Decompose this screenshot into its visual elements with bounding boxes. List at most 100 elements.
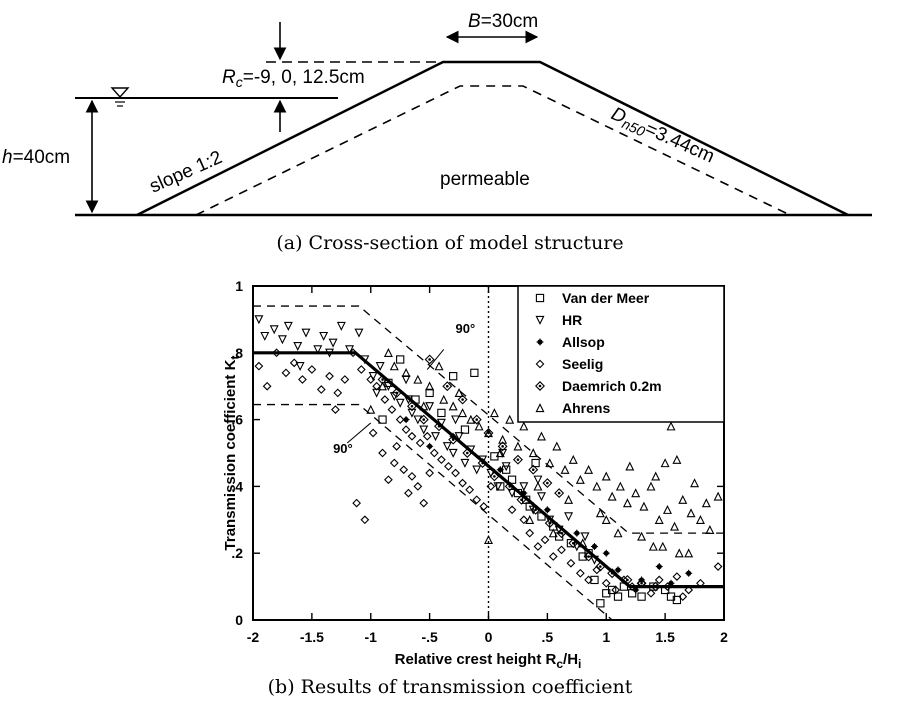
point-ahrens (575, 474, 585, 484)
point-hr (507, 488, 517, 498)
caption-b: (b) Results of transmission coefficient (268, 676, 633, 698)
point-ahrens (639, 501, 649, 511)
point-ahrens (615, 481, 625, 491)
legend-label-hr: HR (562, 312, 582, 328)
point-ahrens (439, 394, 449, 404)
point-allsop (426, 442, 434, 450)
point-seelig (713, 562, 723, 571)
point-ahrens (584, 464, 594, 474)
cross-section-diagram: B=30cm Rc=-9, 0, 12.5cm h=40cm slope 1:2… (2, 11, 872, 254)
point-hr (354, 328, 364, 338)
y-tick-label: .6 (231, 412, 243, 428)
point-hr (431, 432, 441, 442)
core-boundary-dashed (195, 85, 791, 216)
point-ahrens (625, 461, 635, 471)
point-seelig (395, 415, 405, 424)
point-seelig (507, 505, 517, 515)
point-ahrens (686, 508, 696, 518)
point-ahrens (454, 388, 464, 398)
point-hr (425, 402, 435, 412)
point-hr (451, 415, 461, 425)
point-seelig (678, 592, 688, 601)
water-level-symbol (110, 87, 130, 107)
point-seelig (352, 498, 361, 508)
point-ahrens (568, 454, 578, 464)
point-seelig (654, 575, 664, 585)
x-tick-label: .5 (542, 629, 554, 645)
point-seelig (380, 395, 390, 404)
legend-label-van-der-meer: Van der Meer (562, 290, 650, 306)
upper-bound-line (253, 305, 724, 534)
point-daemrich-0-2m (442, 381, 453, 392)
y-tick-label: .4 (231, 478, 243, 494)
y-tick-label: 0 (235, 612, 243, 628)
point-allsop (590, 543, 598, 551)
point-hr (328, 338, 338, 348)
point-ahrens (607, 491, 617, 501)
point-daemrich-0-2m (471, 414, 482, 425)
point-seelig (575, 568, 585, 578)
legend-marker-seelig (535, 359, 545, 369)
transmission-chart: -2 -1.5 -1 -.5 0 .5 1 1.5 2 0 .2 .4 .6 .8 1 90° 90° Van… (222, 278, 728, 698)
curves (253, 305, 724, 621)
point-seelig (486, 482, 496, 491)
point-hr (442, 442, 452, 452)
point-seelig (289, 358, 299, 368)
point-ahrens (660, 458, 670, 468)
lower-bound-line (253, 403, 613, 621)
point-hr (401, 375, 411, 385)
angle-annotation: 90° (456, 321, 476, 336)
point-ahrens (383, 347, 393, 357)
axis-ticks: -2 -1.5 -1 -.5 0 .5 1 1.5 2 0 .2 .4 .6 .8 1 (231, 278, 728, 645)
point-hr (460, 458, 470, 468)
point-ahrens (495, 448, 505, 458)
point-ahrens (484, 428, 493, 438)
point-allsop (543, 506, 551, 514)
point-ahrens (666, 421, 676, 431)
point-seelig (401, 425, 411, 434)
point-allsop (685, 569, 693, 577)
point-ahrens (545, 458, 555, 468)
point-van-der-meer (637, 592, 646, 601)
point-ahrens (525, 514, 535, 524)
legend-label-seelig: Seelig (562, 356, 603, 372)
h-label: h=40cm (2, 147, 70, 168)
point-hr (533, 475, 543, 485)
point-ahrens (713, 491, 723, 501)
x-tick-label: -2 (247, 629, 260, 645)
point-seelig (325, 371, 334, 381)
point-allsop (496, 466, 504, 474)
point-seelig (684, 585, 694, 595)
point-seelig (540, 535, 550, 545)
point-van-der-meer (425, 388, 434, 398)
point-ahrens (552, 441, 562, 451)
point-daemrich-0-2m (497, 441, 508, 452)
dn50-label: Dn50=3.44cm (607, 103, 717, 169)
point-hr (493, 482, 503, 492)
point-seelig (437, 455, 446, 465)
y-axis-label: Transmission coefficient Kt (222, 356, 242, 551)
point-ahrens (613, 528, 623, 538)
point-allsop (614, 566, 622, 574)
point-ahrens (705, 524, 715, 534)
point-ahrens (434, 361, 444, 371)
point-ahrens (489, 408, 499, 418)
point-seelig (389, 458, 399, 468)
point-hr (454, 432, 464, 442)
point-ahrens (595, 508, 605, 518)
point-hr (413, 415, 423, 425)
point-seelig (592, 565, 602, 575)
point-seelig (372, 381, 382, 391)
point-ahrens (448, 401, 458, 411)
point-ahrens (622, 498, 632, 508)
point-seelig (451, 468, 460, 478)
y-tick-label: .8 (231, 345, 243, 361)
point-seelig (407, 472, 417, 481)
legend-label-daemrich-0-2m: Daemrich 0.2m (562, 378, 662, 394)
legend-marker-daemrich-0-2m (535, 381, 545, 391)
point-ahrens (662, 504, 672, 514)
point-seelig (340, 375, 350, 384)
point-ahrens (651, 471, 661, 481)
point-seelig (387, 405, 397, 414)
point-seelig (356, 365, 366, 374)
